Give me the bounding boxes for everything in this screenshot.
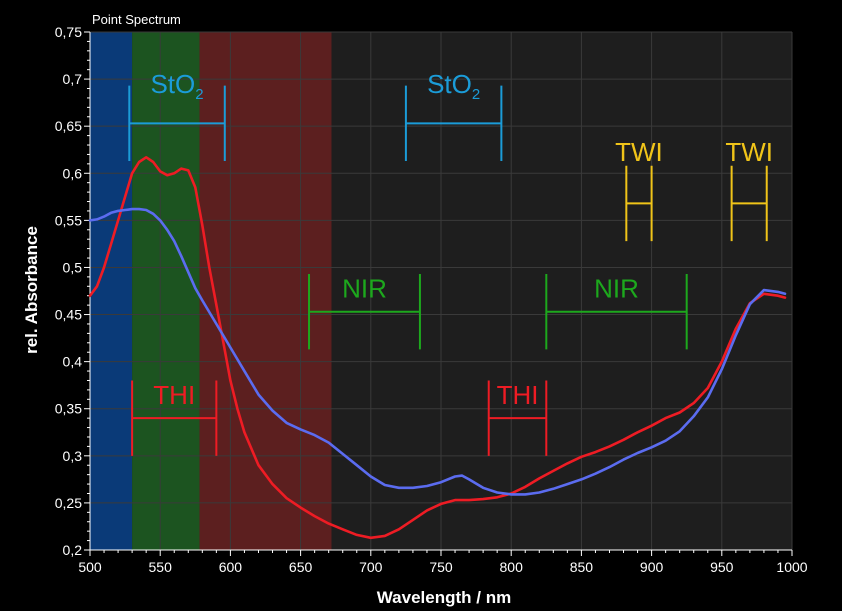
- range-annotation-twi: TWI: [615, 137, 663, 242]
- axes: 500 550 600 650 700 750 800 850 900 950 1000 0,2 0,2…: [55, 24, 808, 575]
- range-annotation-label: TWI: [615, 137, 663, 167]
- y-tick-label: 0,45: [55, 307, 82, 323]
- series-line-0: [88, 156, 787, 540]
- y-tick-label: 0,3: [63, 448, 83, 464]
- range-annotation-label: NIR: [342, 274, 387, 304]
- range-annotation-thi: THI: [487, 380, 548, 456]
- y-tick-label: 0,55: [55, 212, 82, 228]
- x-tick-label: 1000: [776, 559, 807, 575]
- x-tick-label: 750: [429, 559, 453, 575]
- x-tick-label: 850: [570, 559, 594, 575]
- range-annotation-sto: StO2: [404, 69, 503, 162]
- panel-title: Point Spectrum: [92, 12, 181, 27]
- y-tick-label: 0,35: [55, 401, 82, 417]
- range-annotation-label: THI: [153, 380, 195, 410]
- x-tick-label: 900: [640, 559, 664, 575]
- y-tick-label: 0,6: [63, 165, 83, 181]
- y-tick-label: 0,2: [63, 542, 83, 558]
- x-tick-label: 950: [710, 559, 734, 575]
- range-annotation-label: THI: [497, 380, 539, 410]
- range-annotation-label: StO2: [427, 69, 480, 103]
- range-annotation-nir: NIR: [308, 274, 421, 350]
- x-tick-label: 550: [149, 559, 173, 575]
- y-axis-title: rel. Absorbance: [22, 226, 41, 354]
- x-tick-label: 800: [500, 559, 524, 575]
- x-tick-label: 650: [289, 559, 313, 575]
- y-tick-label: 0,25: [55, 495, 82, 511]
- wavelength-band-0: [90, 32, 133, 550]
- range-annotation-sto: StO2: [128, 69, 226, 162]
- x-tick-label: 600: [219, 559, 243, 575]
- x-tick-label: 700: [359, 559, 383, 575]
- series-line-1: [88, 207, 787, 496]
- wavelength-band-1: [132, 32, 200, 550]
- wavelength-bands: [90, 32, 332, 550]
- range-annotation-label: StO2: [150, 69, 203, 103]
- x-axis-title: Wavelength / nm: [377, 588, 511, 607]
- range-annotation-twi: TWI: [725, 137, 773, 242]
- range-annotation-nir: NIR: [545, 274, 688, 350]
- spectrum-series: [88, 156, 787, 540]
- range-annotation-label: TWI: [725, 137, 773, 167]
- y-tick-label: 0,75: [55, 24, 82, 40]
- range-annotations: StO2 StO2 TWI TWI NIR NIR THI THI: [128, 69, 773, 456]
- range-annotation-thi: THI: [131, 380, 218, 456]
- y-tick-label: 0,7: [63, 71, 83, 87]
- y-tick-label: 0,65: [55, 118, 82, 134]
- wavelength-band-2: [199, 32, 332, 550]
- y-tick-label: 0,4: [63, 354, 83, 370]
- x-tick-label: 500: [78, 559, 102, 575]
- y-tick-label: 0,5: [63, 259, 83, 275]
- range-annotation-label: NIR: [594, 274, 639, 304]
